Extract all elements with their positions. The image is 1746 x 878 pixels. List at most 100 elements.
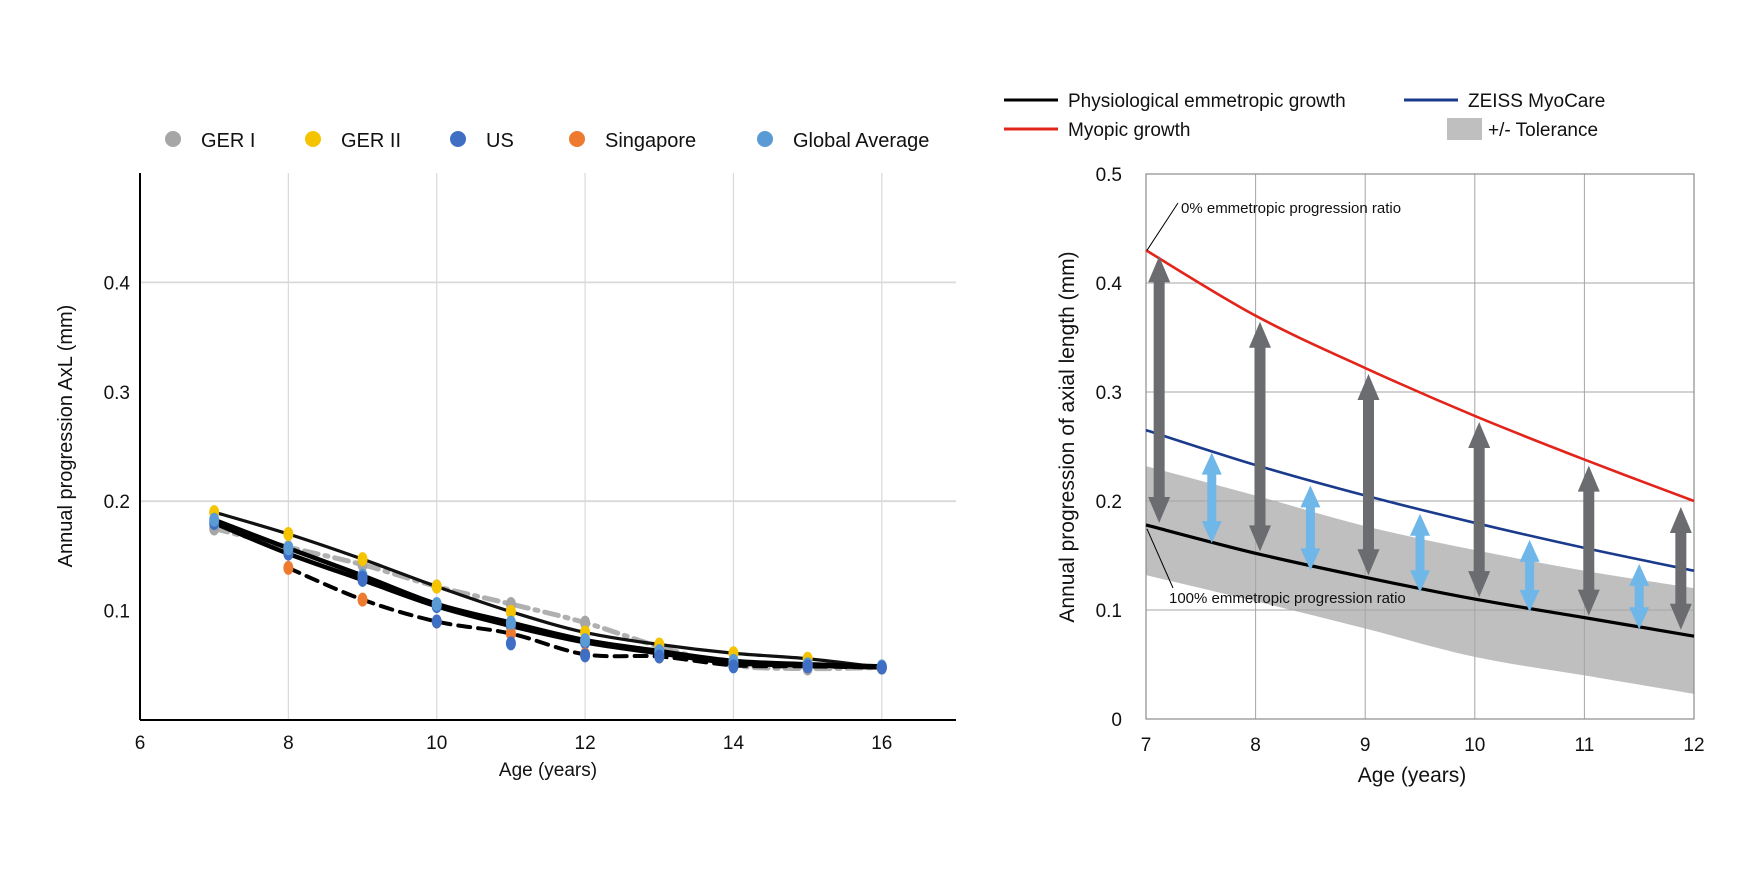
right-y-tick-label: 0.2 bbox=[1096, 492, 1122, 513]
left-legend-item: Singapore bbox=[569, 130, 696, 152]
right-x-tick-label: 11 bbox=[1575, 735, 1595, 756]
gray-double-arrow bbox=[1577, 465, 1600, 616]
gray-double-arrow bbox=[1468, 421, 1491, 598]
blue-double-arrow bbox=[1201, 452, 1222, 544]
right-legend-item: +/- Tolerance bbox=[1447, 118, 1598, 141]
left-legend-marker bbox=[305, 131, 321, 147]
left-data-point bbox=[654, 649, 665, 664]
left-axes bbox=[139, 173, 956, 721]
left-x-axis-label: Age (years) bbox=[499, 760, 597, 781]
right-legend-label: ZEISS MyoCare bbox=[1468, 91, 1605, 112]
left-legend-label: US bbox=[486, 130, 514, 152]
left-line-4 bbox=[211, 517, 885, 669]
left-data-point bbox=[505, 604, 516, 619]
left-legend-label: Global Average bbox=[793, 130, 929, 152]
left-legend-item: US bbox=[450, 130, 514, 152]
left-legend-label: Singapore bbox=[605, 130, 696, 152]
right-y-tick-label: 0.1 bbox=[1096, 601, 1122, 622]
annotation-0pct: 0% emmetropic progression ratio bbox=[1181, 200, 1401, 217]
left-line-0 bbox=[211, 526, 885, 672]
right-legend-swatch bbox=[1447, 118, 1482, 140]
left-line-1 bbox=[212, 510, 884, 670]
right-x-tick-label: 8 bbox=[1250, 735, 1261, 756]
right-line-1 bbox=[1145, 428, 1695, 573]
right-arrows bbox=[1148, 256, 1692, 630]
blue-double-arrow bbox=[1300, 485, 1321, 571]
left-legend-marker bbox=[450, 131, 466, 147]
left-y-tick-label: 0.3 bbox=[104, 383, 130, 404]
left-y-tick-label: 0.2 bbox=[104, 492, 130, 513]
left-data-point bbox=[505, 636, 516, 651]
right-legend-item: Physiological emmetropic growth bbox=[1004, 91, 1346, 112]
left-y-tick-label: 0.4 bbox=[104, 273, 131, 294]
left-y-axis-label: Annual progression AxL (mm) bbox=[55, 305, 77, 568]
left-legend-marker bbox=[569, 131, 585, 147]
blue-double-arrow bbox=[1410, 513, 1430, 593]
left-data-point bbox=[580, 648, 591, 663]
left-legend-marker bbox=[165, 131, 181, 147]
left-legend: GER I GER II US Singapore Global Average bbox=[165, 130, 929, 152]
right-legend-label: +/- Tolerance bbox=[1488, 120, 1598, 141]
left-data-point bbox=[431, 579, 442, 594]
right-x-tick-label: 10 bbox=[1464, 735, 1485, 756]
left-data-point bbox=[580, 615, 591, 630]
left-x-tick-labels: 6 8 10 12 14 16 bbox=[135, 733, 893, 754]
left-data-point bbox=[431, 614, 442, 629]
right-y-tick-label: 0 bbox=[1111, 710, 1122, 731]
left-x-tick-label: 12 bbox=[575, 733, 596, 754]
right-legend-item: ZEISS MyoCare bbox=[1404, 91, 1605, 112]
left-data-point bbox=[505, 626, 516, 641]
left-legend-item: Global Average bbox=[757, 130, 929, 152]
right-annotations: 0% emmetropic progression ratio 100% emme… bbox=[1146, 200, 1406, 607]
left-chart: 6 8 10 12 14 16 0.1 0.2 0.3 0.4 Age (years) Annu… bbox=[55, 130, 956, 781]
left-data-point bbox=[283, 560, 294, 575]
blue-double-arrow bbox=[1629, 563, 1650, 630]
annotation-100pct: 100% emmetropic progression ratio bbox=[1169, 590, 1406, 607]
left-legend-label: GER II bbox=[341, 130, 401, 152]
right-y-tick-label: 0.3 bbox=[1096, 383, 1122, 404]
left-data-point bbox=[728, 659, 739, 674]
right-x-axis-label: Age (years) bbox=[1358, 764, 1467, 787]
left-data-point bbox=[357, 552, 368, 567]
left-grid bbox=[140, 173, 956, 720]
left-data-point bbox=[505, 615, 516, 630]
left-legend-item: GER II bbox=[305, 130, 401, 152]
right-legend: Physiological emmetropic growth ZEISS Myo… bbox=[1004, 91, 1605, 141]
right-chart: 7 8 9 10 11 12 0 0.1 0.2 0.3 0.4 0.5 Age (years) A… bbox=[1004, 91, 1705, 787]
gray-double-arrow bbox=[1669, 507, 1692, 630]
left-x-tick-label: 16 bbox=[871, 733, 892, 754]
left-x-tick-label: 8 bbox=[283, 733, 294, 754]
right-y-tick-label: 0.5 bbox=[1096, 165, 1122, 186]
left-data-point bbox=[357, 570, 368, 585]
left-data-point bbox=[876, 660, 887, 675]
left-y-tick-labels: 0.1 0.2 0.3 0.4 bbox=[104, 273, 131, 622]
left-x-tick-label: 14 bbox=[723, 733, 745, 754]
left-x-tick-label: 10 bbox=[426, 733, 447, 754]
right-y-axis-label: Annual progression of axial length (mm) bbox=[1056, 251, 1079, 622]
right-line-0 bbox=[1145, 249, 1695, 503]
left-legend-label: GER I bbox=[201, 130, 255, 152]
left-data-point bbox=[802, 659, 813, 674]
left-data-point bbox=[357, 592, 368, 607]
gray-double-arrow bbox=[1148, 256, 1171, 523]
annotation-leader-1 bbox=[1146, 528, 1174, 589]
left-series-lines bbox=[211, 510, 885, 672]
right-legend-item: Myopic growth bbox=[1004, 120, 1191, 141]
annotation-leader-0 bbox=[1146, 202, 1179, 251]
right-x-tick-labels: 7 8 9 10 11 12 bbox=[1141, 735, 1705, 756]
left-legend-item: GER I bbox=[165, 130, 255, 152]
right-y-tick-label: 0.4 bbox=[1096, 274, 1123, 295]
right-x-tick-label: 9 bbox=[1360, 735, 1371, 756]
left-data-point bbox=[209, 512, 220, 527]
left-y-tick-label: 0.1 bbox=[104, 602, 130, 623]
left-data-point bbox=[283, 541, 294, 556]
left-legend-marker bbox=[757, 131, 773, 147]
right-y-tick-labels: 0 0.1 0.2 0.3 0.4 0.5 bbox=[1096, 165, 1123, 731]
gray-double-arrow bbox=[1248, 321, 1271, 552]
right-legend-label: Physiological emmetropic growth bbox=[1068, 91, 1346, 112]
right-x-tick-label: 12 bbox=[1683, 735, 1704, 756]
gray-double-arrow bbox=[1357, 374, 1380, 576]
right-plot-frame bbox=[1145, 173, 1695, 720]
left-series-markers bbox=[209, 505, 887, 676]
